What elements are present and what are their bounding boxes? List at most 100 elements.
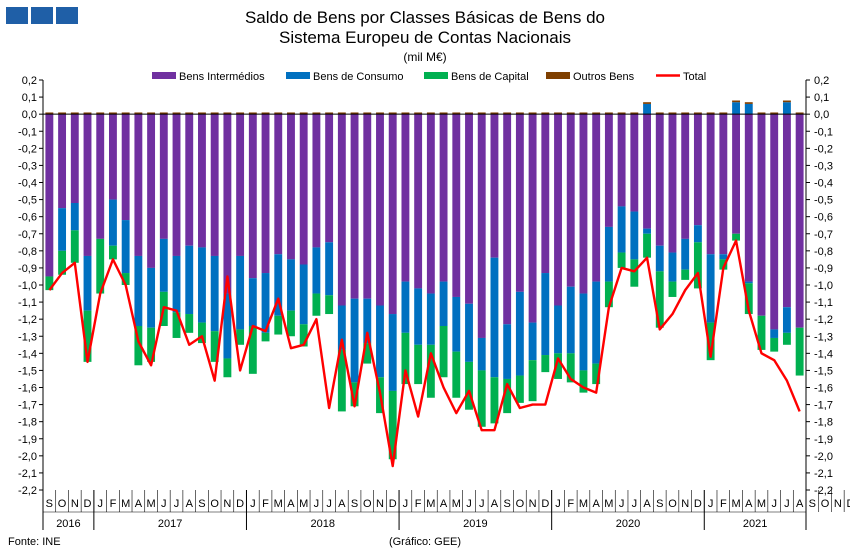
y-tick-label-left: -1,8 (18, 417, 37, 429)
bar-segment (337, 114, 346, 306)
bar-segment (643, 233, 651, 258)
bar-segment (515, 114, 524, 292)
bar-segment (655, 245, 664, 272)
bar-segment (108, 114, 117, 200)
bar-segment-outros (732, 100, 741, 103)
bar-segment (261, 114, 270, 274)
month-label: D (389, 498, 397, 510)
bar-segment-outros (617, 112, 626, 115)
bar-segment (223, 114, 232, 294)
bar-segment (274, 114, 283, 255)
chart-title-line1: Saldo de Bens por Classes Básicas de Ben… (244, 8, 606, 27)
y-tick-label-right: -0,7 (814, 229, 833, 241)
bar-segment (503, 114, 512, 325)
bar-segment-outros (515, 112, 524, 115)
bar-segment (782, 332, 791, 345)
y-tick-label-right: -1,8 (814, 417, 833, 429)
month-label: M (299, 498, 308, 510)
y-tick-label-left: -0,8 (18, 246, 37, 258)
bar-segment (185, 114, 194, 246)
bar-segment-outros (541, 112, 550, 115)
bar-segment (414, 344, 423, 385)
bar-segment (554, 305, 562, 354)
bar-segment (592, 363, 601, 385)
y-tick-label-left: -0,9 (18, 263, 37, 275)
bar-segment-outros (630, 112, 639, 115)
bar-segment (337, 305, 346, 350)
month-label: D (541, 498, 549, 510)
y-tick-label-right: -0,1 (814, 126, 833, 138)
bar-segment (134, 114, 143, 256)
bar-segment-outros (198, 112, 206, 115)
month-label: J (466, 498, 472, 510)
month-label: J (314, 498, 320, 510)
bar-segment (337, 349, 346, 412)
bar-segment (490, 377, 499, 424)
bar-segment (643, 228, 651, 234)
month-label: M (147, 498, 156, 510)
bar-segment-outros (592, 112, 601, 115)
bar-segment (630, 211, 639, 260)
month-label: D (847, 498, 850, 510)
bar-segment (503, 324, 512, 379)
bar-segment-outros (414, 112, 423, 115)
source-note: Fonte: INE (8, 536, 61, 548)
month-label: F (262, 498, 269, 510)
bar-segment (159, 238, 168, 292)
bar-segment (693, 114, 702, 226)
month-label: A (491, 498, 499, 510)
bar-segment (554, 353, 562, 379)
bar-segment (210, 255, 219, 332)
bar-segment (490, 114, 499, 258)
bar-segment (299, 264, 308, 325)
bar-segment (668, 281, 677, 297)
bar-segment (541, 114, 550, 274)
bar-segment (108, 245, 117, 260)
month-label: N (376, 498, 384, 510)
bar-segment (515, 291, 524, 376)
y-tick-label-left: -0,3 (18, 160, 37, 172)
month-label: O (668, 498, 677, 510)
month-label: F (110, 498, 117, 510)
bars (45, 100, 804, 460)
bar-segment-outros (134, 112, 143, 115)
bar-segment (414, 114, 423, 289)
bar-segment (236, 329, 245, 345)
month-label: A (796, 498, 804, 510)
legend-swatch (286, 72, 310, 79)
bar-segment-outros (426, 112, 435, 115)
bar-segment (744, 114, 753, 282)
y-tick-label-right: -1,6 (814, 383, 833, 395)
bar-segment-outros (579, 112, 588, 115)
y-tick-label-right: -0,6 (814, 212, 833, 224)
bar-segment-outros (70, 112, 79, 115)
y-tick-label-right: -1,2 (814, 314, 833, 326)
bar-segment-outros (668, 112, 677, 115)
bar-segment (719, 114, 728, 255)
month-label: J (632, 498, 638, 510)
bar-segment-outros (566, 112, 575, 115)
bar-segment-positive (744, 103, 753, 115)
month-label: J (555, 498, 561, 510)
bar-segment (706, 114, 715, 255)
bar-segment-outros (274, 112, 283, 115)
bar-segment (363, 114, 372, 299)
bar-segment (45, 276, 54, 291)
month-label: O (821, 498, 830, 510)
y-tick-label-right: 0,0 (814, 109, 829, 121)
bar-segment (274, 315, 283, 335)
legend-label: Bens de Capital (451, 71, 529, 83)
bar-segment (579, 370, 588, 393)
month-label: A (287, 498, 295, 510)
bar-segment (757, 114, 766, 316)
bar-segment-outros (503, 112, 512, 115)
legend-swatch (152, 72, 176, 79)
bar-segment-outros (121, 112, 130, 115)
month-label: M (757, 498, 766, 510)
y-tick-label-left: -1,0 (18, 280, 37, 292)
month-label: S (46, 498, 53, 510)
bar-segment-outros (554, 112, 562, 115)
bar-segment-outros (236, 112, 245, 115)
bar-segment-outros (45, 112, 54, 115)
bar-segment (58, 208, 67, 251)
